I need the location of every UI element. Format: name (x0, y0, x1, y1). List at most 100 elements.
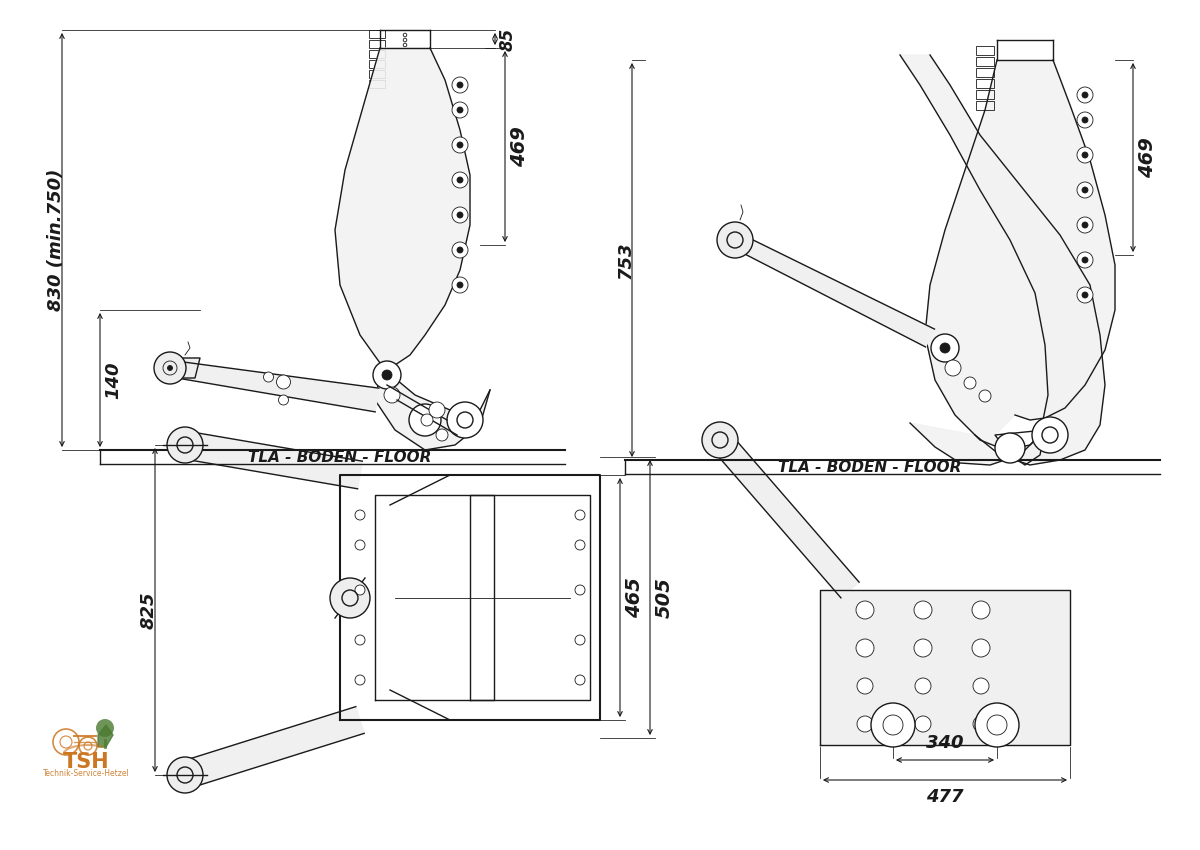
Bar (370, 80, 385, 88)
Text: TSH: TSH (62, 752, 109, 772)
Bar (976, 90, 994, 99)
Circle shape (96, 719, 114, 737)
Circle shape (995, 433, 1025, 463)
Bar (976, 46, 994, 55)
Circle shape (355, 540, 365, 550)
Circle shape (1078, 112, 1093, 128)
Circle shape (718, 222, 754, 258)
Circle shape (457, 177, 463, 183)
Circle shape (278, 395, 288, 405)
Polygon shape (335, 48, 490, 450)
Circle shape (575, 675, 586, 685)
Circle shape (1082, 117, 1088, 123)
Circle shape (421, 414, 433, 426)
Circle shape (946, 360, 961, 376)
Polygon shape (181, 706, 364, 788)
Circle shape (264, 372, 274, 382)
Circle shape (446, 402, 482, 438)
Polygon shape (98, 725, 113, 747)
Text: Technik-Service-Hetzel: Technik-Service-Hetzel (43, 769, 130, 779)
Text: 140: 140 (104, 361, 122, 399)
Circle shape (916, 678, 931, 694)
Circle shape (973, 678, 989, 694)
Circle shape (1082, 187, 1088, 193)
Text: 477: 477 (926, 788, 964, 806)
Circle shape (575, 585, 586, 595)
Circle shape (973, 716, 989, 732)
Circle shape (167, 427, 203, 463)
Polygon shape (732, 233, 935, 347)
Bar (370, 40, 385, 48)
Circle shape (452, 242, 468, 258)
Text: 825: 825 (140, 592, 158, 629)
Polygon shape (158, 358, 200, 378)
Circle shape (940, 343, 950, 353)
Circle shape (1082, 257, 1088, 263)
Circle shape (1082, 92, 1088, 98)
Circle shape (979, 390, 991, 402)
Circle shape (1078, 217, 1093, 233)
Circle shape (457, 142, 463, 148)
Bar (370, 50, 385, 58)
Circle shape (452, 172, 468, 188)
Bar (370, 70, 385, 78)
Polygon shape (179, 362, 379, 412)
Text: 753: 753 (617, 241, 635, 279)
Bar (976, 68, 994, 77)
Circle shape (856, 601, 874, 619)
Text: TLA - BODEN - FLOOR: TLA - BODEN - FLOOR (779, 460, 961, 474)
Circle shape (276, 375, 290, 389)
Circle shape (857, 678, 874, 694)
Circle shape (1082, 222, 1088, 228)
Circle shape (702, 422, 738, 458)
Circle shape (1078, 87, 1093, 103)
Polygon shape (710, 432, 859, 598)
Bar (976, 101, 994, 110)
Circle shape (457, 247, 463, 253)
Text: TLA - BODEN - FLOOR: TLA - BODEN - FLOOR (248, 450, 432, 464)
Circle shape (857, 716, 874, 732)
Polygon shape (900, 55, 1105, 465)
Circle shape (1078, 252, 1093, 268)
Text: 465: 465 (625, 577, 644, 618)
Polygon shape (925, 60, 1115, 465)
Circle shape (355, 675, 365, 685)
Text: 469: 469 (1138, 137, 1157, 178)
Circle shape (457, 282, 463, 288)
Circle shape (430, 402, 445, 418)
Text: 469: 469 (510, 126, 529, 167)
Circle shape (931, 334, 959, 362)
Circle shape (452, 102, 468, 118)
Circle shape (436, 429, 448, 441)
Circle shape (355, 585, 365, 595)
Circle shape (974, 703, 1019, 747)
Circle shape (167, 757, 203, 793)
Circle shape (1078, 287, 1093, 303)
Bar (370, 60, 385, 68)
Circle shape (1082, 152, 1088, 158)
Polygon shape (820, 590, 1070, 745)
Circle shape (575, 510, 586, 520)
Circle shape (1078, 182, 1093, 198)
Circle shape (452, 207, 468, 223)
Text: 340: 340 (926, 734, 964, 752)
Circle shape (168, 366, 173, 371)
Circle shape (914, 639, 932, 657)
Circle shape (457, 212, 463, 218)
Circle shape (452, 277, 468, 293)
Circle shape (355, 635, 365, 645)
Circle shape (1082, 292, 1088, 298)
Circle shape (914, 601, 932, 619)
Polygon shape (182, 431, 362, 489)
Circle shape (916, 716, 931, 732)
Circle shape (330, 578, 370, 618)
Circle shape (409, 404, 442, 436)
Bar (976, 57, 994, 66)
Bar (370, 30, 385, 38)
Circle shape (457, 82, 463, 88)
Circle shape (1078, 147, 1093, 163)
Circle shape (964, 377, 976, 389)
Text: 85: 85 (499, 27, 517, 51)
Circle shape (452, 137, 468, 153)
Circle shape (871, 703, 916, 747)
